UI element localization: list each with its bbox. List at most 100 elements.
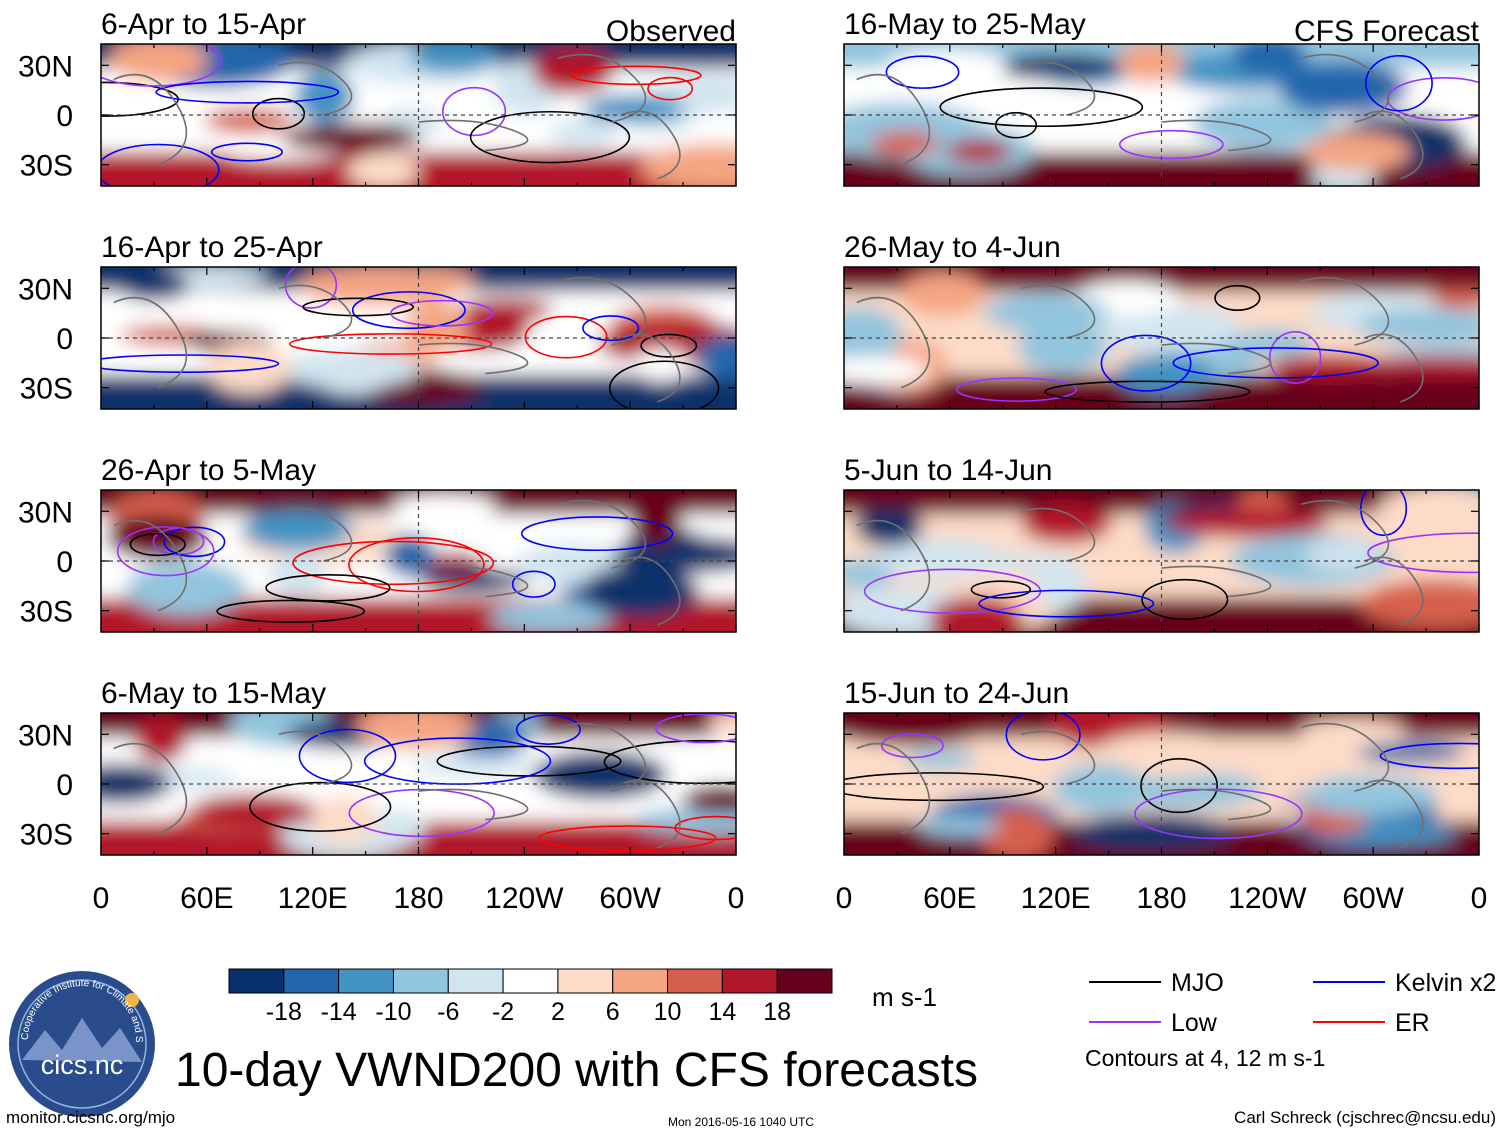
wind-anomaly-blob: [900, 272, 986, 316]
colorbar-units: m s-1: [872, 982, 937, 1012]
x-axes: 0 60E 120E 180 120W 60W 0 0 60E 120E 180 120W 60W 0: [93, 882, 1488, 915]
wind-anomaly-blob: [580, 565, 699, 619]
logo-sun: [125, 993, 139, 1007]
wind-anomaly-blob: [1430, 288, 1479, 309]
wind-anomaly-blob: [268, 553, 327, 597]
wind-anomaly-blob: [203, 107, 294, 134]
wind-anomaly-blob: [855, 507, 924, 547]
colorbar: -18 -14 -10 -6 -2 2 6 10 14 18: [228, 968, 833, 1026]
coastline: [1364, 556, 1424, 626]
wind-anomaly-blob: [1017, 322, 1108, 374]
coastline: [1021, 284, 1096, 339]
wind-anomaly-blob: [549, 119, 617, 148]
wind-anomaly-blob: [844, 307, 903, 362]
contour-line: [163, 526, 226, 558]
column-label: Observed: [606, 15, 736, 48]
coastline: [1300, 499, 1390, 569]
coastline: [1021, 730, 1096, 785]
y-tick-label: 0: [56, 769, 73, 802]
wind-field: [844, 713, 1479, 855]
wind-anomaly-blob: [916, 815, 1001, 837]
y-tick-label: 30S: [20, 819, 73, 852]
contour-line: [265, 574, 391, 602]
contour-line: [1134, 788, 1303, 840]
colorbar-swatch: [228, 968, 285, 994]
wind-anomaly-blob: [906, 551, 1076, 573]
contour-line: [1386, 76, 1479, 121]
y-tick-label: 30S: [20, 596, 73, 629]
colorbar-tick-label: 10: [654, 998, 682, 1026]
colorbar-swatch: [612, 968, 669, 994]
x-tick-label: 0: [1471, 882, 1488, 915]
wind-anomaly-blob: [639, 143, 736, 186]
colorbar-swatch: [502, 968, 559, 994]
wind-anomaly-blob: [582, 94, 685, 124]
legend-label: ER: [1395, 1009, 1430, 1037]
panel-date-range: 5-Jun to 14-Jun: [844, 454, 1052, 487]
legend-label: Low: [1171, 1009, 1218, 1037]
wind-anomaly-blob: [1033, 559, 1087, 611]
contour-line: [101, 143, 220, 186]
contour-line: [1365, 55, 1433, 112]
figure-title: 10-day VWND200 with CFS forecasts: [175, 1044, 978, 1097]
wind-anomaly-blob: [682, 784, 736, 814]
colorbar-tick-label: -2: [492, 998, 514, 1026]
x-tick-label: 60E: [923, 882, 976, 915]
contour-line: [511, 570, 556, 598]
coastline: [1161, 119, 1272, 152]
y-tick-label: 30S: [20, 150, 73, 183]
wind-anomaly-blob: [1091, 732, 1248, 778]
wind-anomaly-blob: [886, 49, 1007, 82]
wind-anomaly-blob: [1304, 541, 1383, 571]
footer-url: monitor.cicsnc.org/mjo: [6, 1108, 176, 1127]
x-tick-label: 0: [93, 882, 110, 915]
contour-line: [1268, 330, 1322, 384]
contour-line: [155, 80, 340, 104]
contour-line: [1044, 380, 1251, 403]
contour-line: [524, 315, 608, 359]
x-tick-label: 0: [836, 882, 853, 915]
coastline: [1300, 53, 1390, 123]
contour-line: [608, 360, 720, 409]
map-panel: 6-May to 15-May 30N 0 30S: [18, 677, 737, 856]
contour-line: [1141, 578, 1229, 621]
wind-anomaly-blob: [1067, 813, 1236, 851]
colorbar-tick-label: -6: [437, 998, 459, 1026]
contour-line: [537, 825, 717, 852]
wind-field: [101, 490, 736, 632]
contour-line: [939, 87, 1144, 128]
wind-anomaly-blob: [1118, 44, 1184, 84]
panel-date-range: 26-May to 4-Jun: [844, 231, 1061, 264]
legend-label: Kelvin x2: [1395, 969, 1496, 997]
coastline: [113, 742, 188, 835]
coastline: [557, 499, 647, 569]
contour-line: [288, 333, 493, 355]
wind-anomaly-blob: [869, 130, 940, 156]
panel-date-range: 16-Apr to 25-Apr: [101, 231, 323, 264]
wind-anomaly-blob: [418, 568, 528, 593]
colorbar-tick-label: 14: [708, 998, 736, 1026]
wind-anomaly-blob: [1303, 132, 1411, 172]
wind-anomaly-blob: [993, 53, 1127, 80]
contour-note: Contours at 4, 12 m s-1: [1085, 1045, 1326, 1071]
x-tick-label: 180: [393, 882, 443, 915]
x-tick-label: 120W: [485, 882, 564, 915]
wind-anomaly-blob: [708, 713, 736, 739]
y-tick-label: 30N: [18, 273, 73, 306]
contour-line: [1360, 490, 1408, 537]
coastline: [1364, 110, 1424, 180]
colorbar-tick-label: -14: [321, 998, 357, 1026]
wind-anomaly-blob: [489, 601, 613, 632]
coastline: [856, 296, 931, 389]
colorbar-tick-label: 18: [763, 998, 791, 1026]
colorbar-tick-label: -10: [375, 998, 411, 1026]
wind-field: [101, 267, 736, 409]
wind-anomaly-blob: [945, 139, 1012, 164]
coastline: [113, 296, 188, 389]
wind-anomaly-blob: [980, 806, 1054, 855]
y-tick-label: 30N: [18, 496, 73, 529]
map-panel: 26-Apr to 5-May 30N 0 30S: [18, 454, 737, 633]
coastline: [621, 110, 681, 180]
wind-anomaly-blob: [281, 122, 421, 153]
panel-date-range: 16-May to 25-May: [844, 8, 1086, 41]
